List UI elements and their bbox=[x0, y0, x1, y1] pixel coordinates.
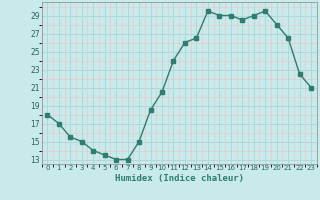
X-axis label: Humidex (Indice chaleur): Humidex (Indice chaleur) bbox=[115, 174, 244, 183]
